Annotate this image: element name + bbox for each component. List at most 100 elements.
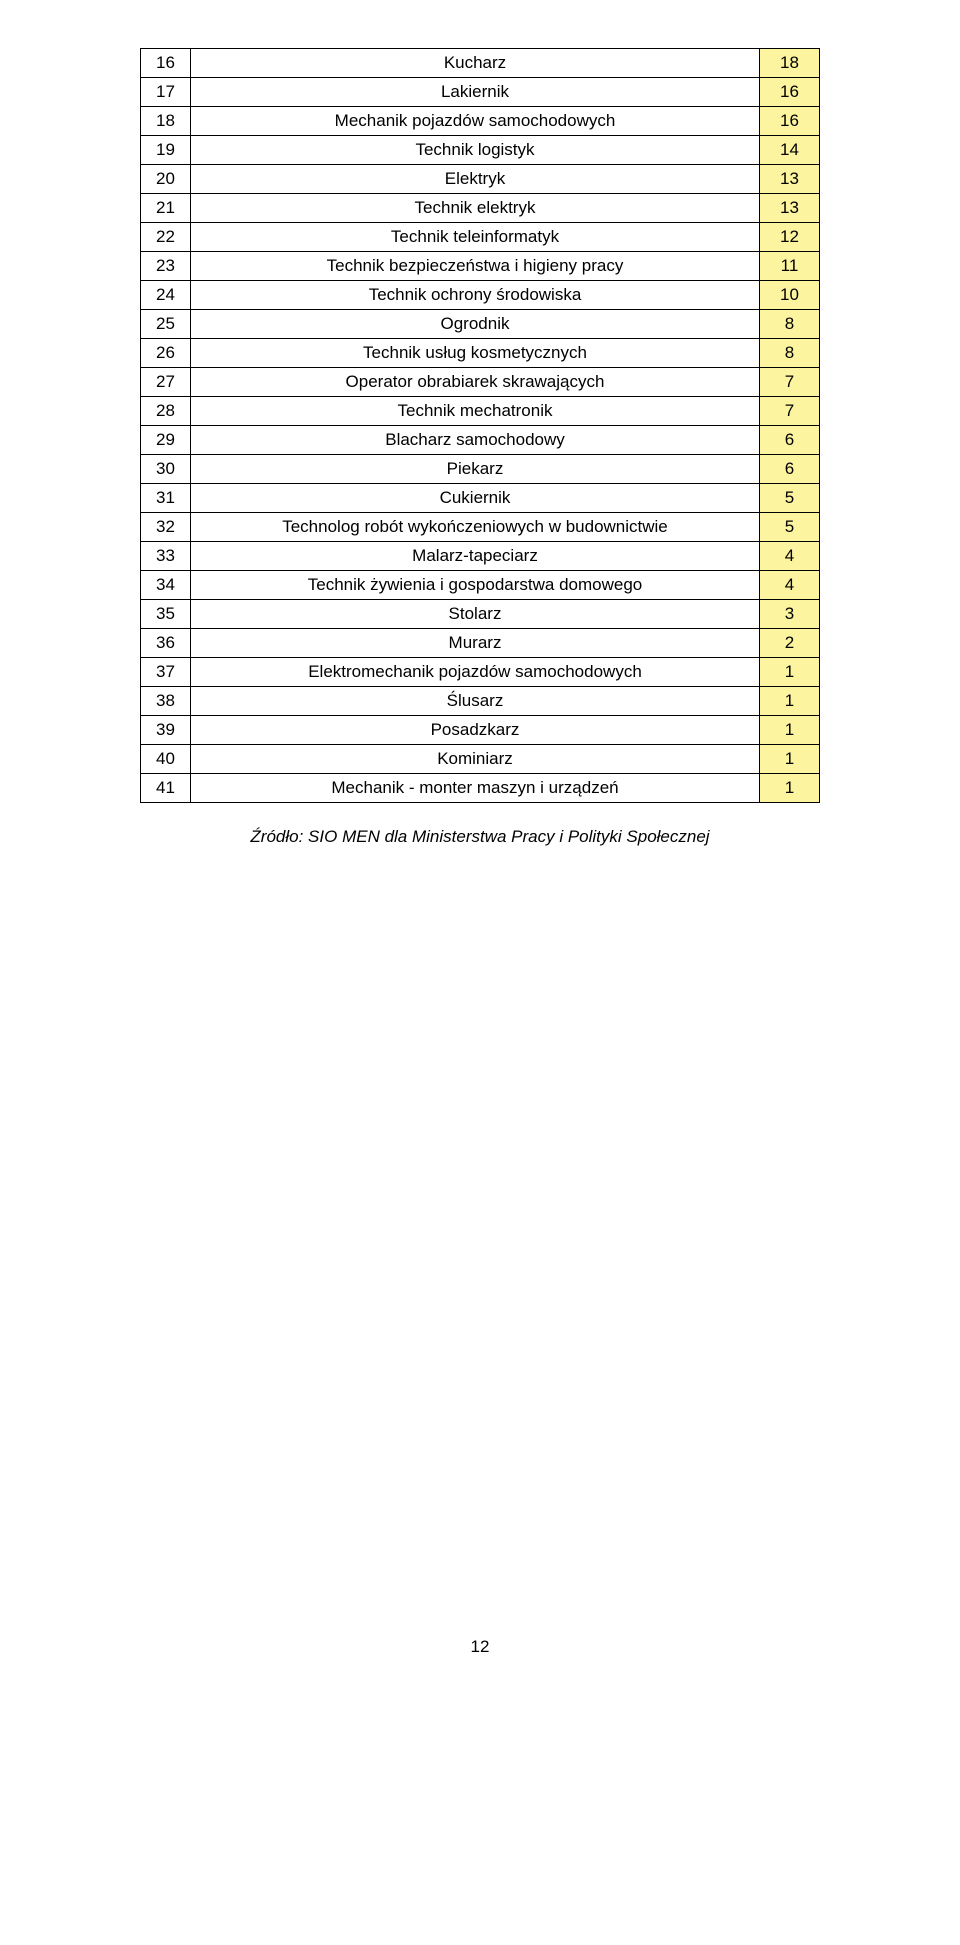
row-name-cell: Technik teleinformatyk <box>191 223 760 252</box>
row-value-cell: 6 <box>760 426 820 455</box>
row-number-cell: 25 <box>141 310 191 339</box>
row-number-cell: 18 <box>141 107 191 136</box>
row-value-cell: 8 <box>760 339 820 368</box>
source-note: Źródło: SIO MEN dla Ministerstwa Pracy i… <box>140 827 820 847</box>
row-value-cell: 16 <box>760 107 820 136</box>
row-name-cell: Mechanik - monter maszyn i urządzeń <box>191 774 760 803</box>
row-value-cell: 7 <box>760 397 820 426</box>
row-name-cell: Stolarz <box>191 600 760 629</box>
row-value-cell: 2 <box>760 629 820 658</box>
row-name-cell: Lakiernik <box>191 78 760 107</box>
row-value-cell: 1 <box>760 687 820 716</box>
row-name-cell: Kucharz <box>191 49 760 78</box>
table-row: 37Elektromechanik pojazdów samochodowych… <box>141 658 820 687</box>
row-name-cell: Operator obrabiarek skrawających <box>191 368 760 397</box>
row-number-cell: 21 <box>141 194 191 223</box>
row-value-cell: 16 <box>760 78 820 107</box>
table-row: 26Technik usług kosmetycznych8 <box>141 339 820 368</box>
table-row: 28Technik mechatronik7 <box>141 397 820 426</box>
row-number-cell: 32 <box>141 513 191 542</box>
table-row: 29Blacharz samochodowy6 <box>141 426 820 455</box>
row-number-cell: 29 <box>141 426 191 455</box>
table-row: 17Lakiernik16 <box>141 78 820 107</box>
row-number-cell: 16 <box>141 49 191 78</box>
row-value-cell: 3 <box>760 600 820 629</box>
row-number-cell: 24 <box>141 281 191 310</box>
row-value-cell: 1 <box>760 745 820 774</box>
row-name-cell: Murarz <box>191 629 760 658</box>
row-value-cell: 11 <box>760 252 820 281</box>
table-row: 16Kucharz18 <box>141 49 820 78</box>
table-row: 34Technik żywienia i gospodarstwa domowe… <box>141 571 820 600</box>
row-value-cell: 1 <box>760 716 820 745</box>
row-number-cell: 20 <box>141 165 191 194</box>
row-name-cell: Malarz-tapeciarz <box>191 542 760 571</box>
row-value-cell: 5 <box>760 484 820 513</box>
table-row: 30Piekarz6 <box>141 455 820 484</box>
table-row: 32Technolog robót wykończeniowych w budo… <box>141 513 820 542</box>
row-name-cell: Technik usług kosmetycznych <box>191 339 760 368</box>
table-row: 19Technik logistyk14 <box>141 136 820 165</box>
table-row: 40Kominiarz1 <box>141 745 820 774</box>
row-value-cell: 4 <box>760 571 820 600</box>
row-number-cell: 17 <box>141 78 191 107</box>
table-row: 35Stolarz3 <box>141 600 820 629</box>
row-value-cell: 10 <box>760 281 820 310</box>
row-number-cell: 26 <box>141 339 191 368</box>
row-value-cell: 12 <box>760 223 820 252</box>
row-name-cell: Technik elektryk <box>191 194 760 223</box>
row-number-cell: 34 <box>141 571 191 600</box>
row-number-cell: 37 <box>141 658 191 687</box>
table-row: 25Ogrodnik8 <box>141 310 820 339</box>
table-row: 20Elektryk13 <box>141 165 820 194</box>
row-number-cell: 23 <box>141 252 191 281</box>
row-number-cell: 22 <box>141 223 191 252</box>
table-row: 27Operator obrabiarek skrawających7 <box>141 368 820 397</box>
row-name-cell: Ogrodnik <box>191 310 760 339</box>
row-name-cell: Elektromechanik pojazdów samochodowych <box>191 658 760 687</box>
row-name-cell: Cukiernik <box>191 484 760 513</box>
row-name-cell: Kominiarz <box>191 745 760 774</box>
page-number: 12 <box>140 1637 820 1657</box>
table-row: 23Technik bezpieczeństwa i higieny pracy… <box>141 252 820 281</box>
table-row: 21Technik elektryk13 <box>141 194 820 223</box>
row-name-cell: Posadzkarz <box>191 716 760 745</box>
row-name-cell: Technik żywienia i gospodarstwa domowego <box>191 571 760 600</box>
row-number-cell: 30 <box>141 455 191 484</box>
row-value-cell: 1 <box>760 774 820 803</box>
data-table: 16Kucharz1817Lakiernik1618Mechanik pojaz… <box>140 48 820 803</box>
table-body: 16Kucharz1817Lakiernik1618Mechanik pojaz… <box>141 49 820 803</box>
row-name-cell: Ślusarz <box>191 687 760 716</box>
table-row: 41Mechanik - monter maszyn i urządzeń1 <box>141 774 820 803</box>
row-number-cell: 27 <box>141 368 191 397</box>
row-number-cell: 40 <box>141 745 191 774</box>
row-number-cell: 19 <box>141 136 191 165</box>
row-name-cell: Piekarz <box>191 455 760 484</box>
table-row: 33Malarz-tapeciarz4 <box>141 542 820 571</box>
row-value-cell: 13 <box>760 165 820 194</box>
row-value-cell: 6 <box>760 455 820 484</box>
row-name-cell: Technik mechatronik <box>191 397 760 426</box>
row-name-cell: Technolog robót wykończeniowych w budown… <box>191 513 760 542</box>
row-number-cell: 28 <box>141 397 191 426</box>
row-number-cell: 31 <box>141 484 191 513</box>
row-number-cell: 38 <box>141 687 191 716</box>
row-value-cell: 14 <box>760 136 820 165</box>
table-row: 31Cukiernik5 <box>141 484 820 513</box>
row-number-cell: 33 <box>141 542 191 571</box>
table-row: 38Ślusarz1 <box>141 687 820 716</box>
row-name-cell: Mechanik pojazdów samochodowych <box>191 107 760 136</box>
table-row: 24Technik ochrony środowiska10 <box>141 281 820 310</box>
row-value-cell: 7 <box>760 368 820 397</box>
row-number-cell: 36 <box>141 629 191 658</box>
table-row: 39Posadzkarz1 <box>141 716 820 745</box>
row-name-cell: Blacharz samochodowy <box>191 426 760 455</box>
row-value-cell: 4 <box>760 542 820 571</box>
row-number-cell: 39 <box>141 716 191 745</box>
row-value-cell: 18 <box>760 49 820 78</box>
table-row: 18Mechanik pojazdów samochodowych16 <box>141 107 820 136</box>
row-number-cell: 41 <box>141 774 191 803</box>
row-value-cell: 5 <box>760 513 820 542</box>
row-name-cell: Technik bezpieczeństwa i higieny pracy <box>191 252 760 281</box>
row-value-cell: 8 <box>760 310 820 339</box>
